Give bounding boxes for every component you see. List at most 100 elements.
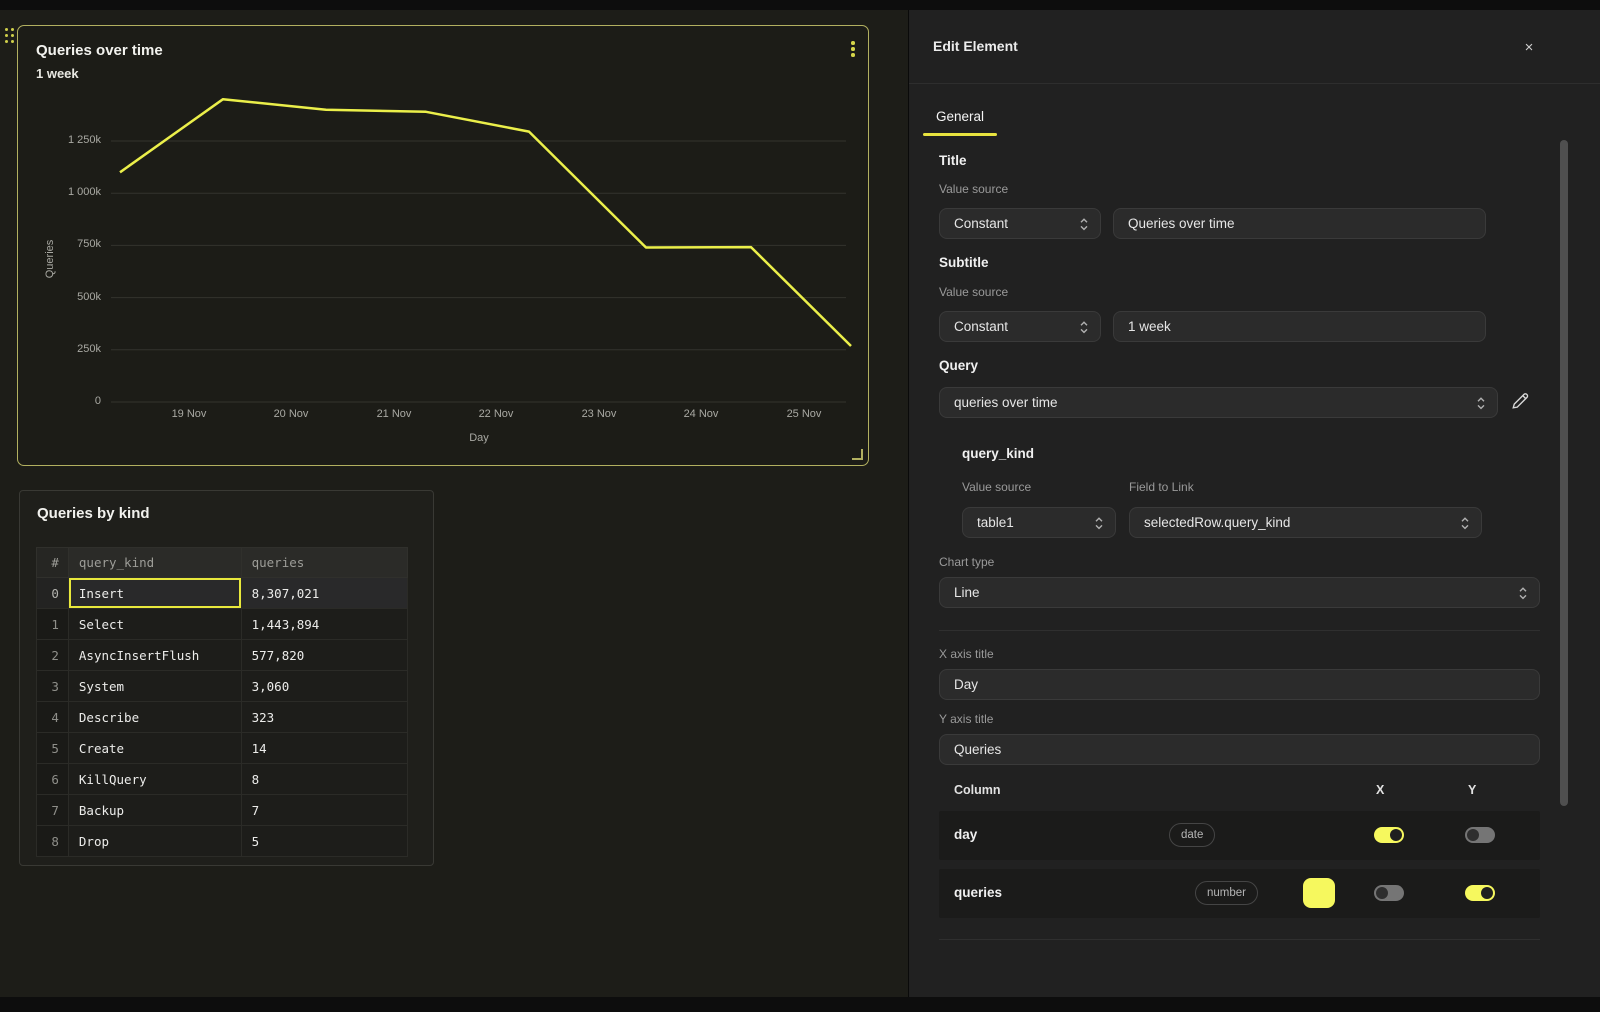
columns-header-column: Column xyxy=(954,783,1001,797)
y-tick-label: 750k xyxy=(77,238,101,251)
y-axis-title-input[interactable] xyxy=(939,734,1540,765)
section-divider xyxy=(939,939,1540,940)
x-axis-title-label: X axis title xyxy=(939,647,994,661)
table-header-row: # query_kind queries xyxy=(36,547,409,578)
queries-cell[interactable]: 8,307,021 xyxy=(240,577,409,609)
queries-cell[interactable]: 5 xyxy=(240,825,409,857)
queries-cell[interactable]: 323 xyxy=(240,701,409,733)
query-kind-cell[interactable]: System xyxy=(67,670,242,702)
kebab-menu-icon[interactable] xyxy=(844,38,862,60)
table-row[interactable]: 7 Backup 7 xyxy=(36,794,409,826)
y-tick-label: 1 000k xyxy=(67,186,101,199)
scrollbar-thumb[interactable] xyxy=(1560,140,1568,806)
query-select[interactable]: queries over time xyxy=(939,387,1498,418)
toggle-knob xyxy=(1481,887,1493,899)
x-axis-title-input[interactable] xyxy=(939,669,1540,700)
edit-element-panel: Edit Element × General Title Value sourc… xyxy=(908,10,1600,997)
chart-type-select[interactable]: Line xyxy=(939,577,1540,608)
queries-by-kind-panel[interactable]: Queries by kind # query_kind queries 0 In… xyxy=(19,490,434,866)
title-value-source-label: Value source xyxy=(939,182,1009,196)
query-kind-cell[interactable]: Create xyxy=(67,732,242,764)
x-axis-toggle[interactable] xyxy=(1374,885,1404,901)
row-index-cell: 3 xyxy=(36,670,69,702)
query-kind-source-select[interactable]: table1 xyxy=(962,507,1116,538)
x-tick-label: 19 Nov xyxy=(171,408,207,420)
queries-cell[interactable]: 8 xyxy=(240,763,409,795)
chart-title: Queries over time xyxy=(36,42,163,59)
query-kind-cell[interactable]: Drop xyxy=(67,825,242,857)
select-chevrons-icon xyxy=(1095,517,1103,530)
edit-query-pencil-icon[interactable] xyxy=(1510,391,1534,415)
query-kind-cell[interactable]: Backup xyxy=(67,794,242,826)
dashboard-canvas: Queries over time 1 week Queries Day 0 25… xyxy=(0,10,908,997)
y-axis-toggle[interactable] xyxy=(1465,827,1495,843)
resize-handle[interactable] xyxy=(852,449,863,460)
table-row[interactable]: 4 Describe 323 xyxy=(36,701,409,733)
field-to-link-label: Field to Link xyxy=(1129,480,1194,494)
query-kind-cell[interactable]: Select xyxy=(67,608,242,640)
x-axis-toggle[interactable] xyxy=(1374,827,1404,843)
queries-by-kind-table[interactable]: # query_kind queries 0 Insert 8,307,021 1 Se… xyxy=(36,547,409,857)
query-kind-cell[interactable]: AsyncInsertFlush xyxy=(67,639,242,671)
close-icon[interactable]: × xyxy=(1524,39,1534,56)
queries-cell[interactable]: 577,820 xyxy=(240,639,409,671)
x-tick-label: 21 Nov xyxy=(376,408,412,420)
section-divider xyxy=(939,630,1540,631)
table-row[interactable]: 5 Create 14 xyxy=(36,732,409,764)
type-badge: number xyxy=(1195,881,1258,905)
table-row[interactable]: 0 Insert 8,307,021 xyxy=(36,577,409,609)
x-tick-label: 20 Nov xyxy=(273,408,309,420)
table-row[interactable]: 1 Select 1,443,894 xyxy=(36,608,409,640)
query-kind-cell[interactable]: KillQuery xyxy=(67,763,242,795)
select-chevrons-icon xyxy=(1461,517,1469,530)
title-source-select[interactable]: Constant xyxy=(939,208,1101,239)
table-title: Queries by kind xyxy=(37,505,150,522)
x-axis-title: Day xyxy=(469,432,489,444)
x-tick-label: 24 Nov xyxy=(683,408,719,420)
column-name: day xyxy=(954,827,978,842)
y-tick-label: 0 xyxy=(94,395,101,407)
title-value-input[interactable] xyxy=(1113,208,1486,239)
bottom-strip xyxy=(0,997,1600,1012)
col-header-index: # xyxy=(36,547,69,578)
table-row[interactable]: 8 Drop 5 xyxy=(36,825,409,857)
table-row[interactable]: 2 AsyncInsertFlush 577,820 xyxy=(36,639,409,671)
line-series-queries xyxy=(119,97,852,347)
chart-type-label: Chart type xyxy=(939,555,995,569)
type-badge: date xyxy=(1169,823,1216,847)
select-chevrons-icon xyxy=(1080,218,1088,231)
col-header-queries: queries xyxy=(240,547,409,578)
row-index-cell: 7 xyxy=(36,794,69,826)
subtitle-value-source-label: Value source xyxy=(939,285,1009,299)
column-config-row: queries number xyxy=(939,869,1540,918)
x-tick-label: 25 Nov xyxy=(786,408,822,420)
subtitle-source-select[interactable]: Constant xyxy=(939,311,1101,342)
query-section-heading: Query xyxy=(939,358,979,373)
y-tick-label: 250k xyxy=(77,342,101,355)
tab-underline xyxy=(923,133,997,136)
query-kind-cell[interactable]: Insert xyxy=(67,577,242,609)
table-row[interactable]: 6 KillQuery 8 xyxy=(36,763,409,795)
line-chart-svg xyxy=(111,97,852,403)
query-kind-cell[interactable]: Describe xyxy=(67,701,242,733)
tab-general[interactable]: General xyxy=(935,109,985,124)
panel-title: Edit Element xyxy=(933,38,1018,54)
select-chevrons-icon xyxy=(1477,397,1485,410)
y-tick-label: 500k xyxy=(77,290,101,303)
y-axis-toggle[interactable] xyxy=(1465,885,1495,901)
drag-handle-icon[interactable] xyxy=(5,28,18,46)
table-row[interactable]: 3 System 3,060 xyxy=(36,670,409,702)
row-index-cell: 0 xyxy=(36,577,69,609)
field-to-link-select[interactable]: selectedRow.query_kind xyxy=(1129,507,1482,538)
chart-panel[interactable]: Queries over time 1 week Queries Day 0 25… xyxy=(17,25,869,466)
series-color-swatch[interactable] xyxy=(1303,878,1335,908)
queries-cell[interactable]: 1,443,894 xyxy=(240,608,409,640)
queries-cell[interactable]: 14 xyxy=(240,732,409,764)
subtitle-value-input[interactable] xyxy=(1113,311,1486,342)
chart-subtitle: 1 week xyxy=(36,66,79,81)
queries-cell[interactable]: 3,060 xyxy=(240,670,409,702)
header-divider xyxy=(909,83,1600,84)
queries-cell[interactable]: 7 xyxy=(240,794,409,826)
y-tick-label: 1 250k xyxy=(67,134,101,146)
select-chevrons-icon xyxy=(1080,321,1088,334)
